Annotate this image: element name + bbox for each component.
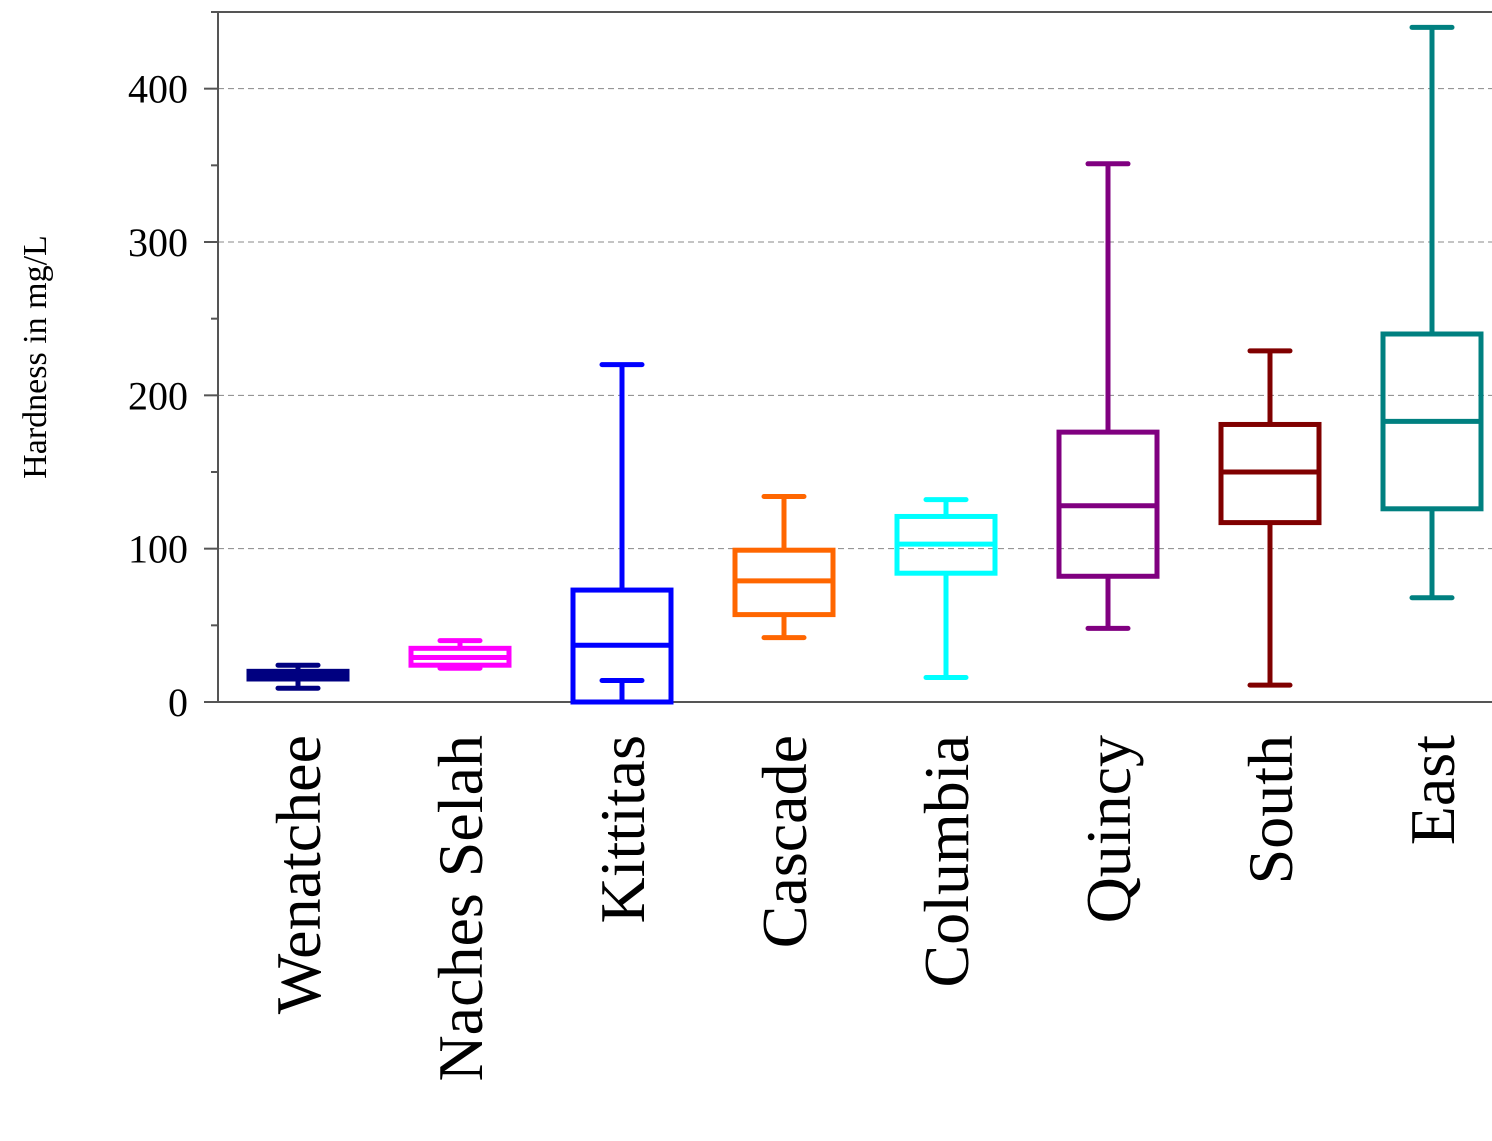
box-columbia — [894, 497, 998, 680]
y-ticks: 0 100 200 300 400 — [128, 11, 218, 725]
category-label: Wenatchee — [263, 735, 334, 1014]
category-label: South — [1235, 735, 1306, 884]
boxes — [246, 24, 1484, 705]
category-label: East — [1397, 735, 1468, 845]
category-labels: Wenatchee Naches Selah Kittitas Cascade Colu… — [263, 735, 1468, 1082]
grid-lines — [218, 88, 1492, 550]
box-naches-selah — [408, 638, 512, 671]
category-label: Columbia — [911, 735, 982, 987]
category-label: Cascade — [749, 735, 820, 948]
y-axis-title: Hardness in mg/L — [17, 235, 54, 479]
box-cascade — [732, 494, 836, 641]
y-tick-label: 300 — [128, 220, 188, 265]
category-label: Kittitas — [587, 735, 658, 923]
box-wenatchee — [246, 662, 350, 691]
category-label: Quincy — [1073, 735, 1144, 923]
box-kittitas — [570, 362, 674, 705]
y-tick-label: 0 — [168, 680, 188, 725]
box-quincy — [1056, 161, 1160, 631]
box-east — [1380, 24, 1484, 601]
y-tick-label: 200 — [128, 373, 188, 418]
axes — [217, 11, 1492, 703]
box-south — [1218, 348, 1322, 688]
category-label: Naches Selah — [425, 735, 496, 1082]
y-tick-label: 100 — [128, 527, 188, 572]
y-tick-label: 400 — [128, 67, 188, 112]
